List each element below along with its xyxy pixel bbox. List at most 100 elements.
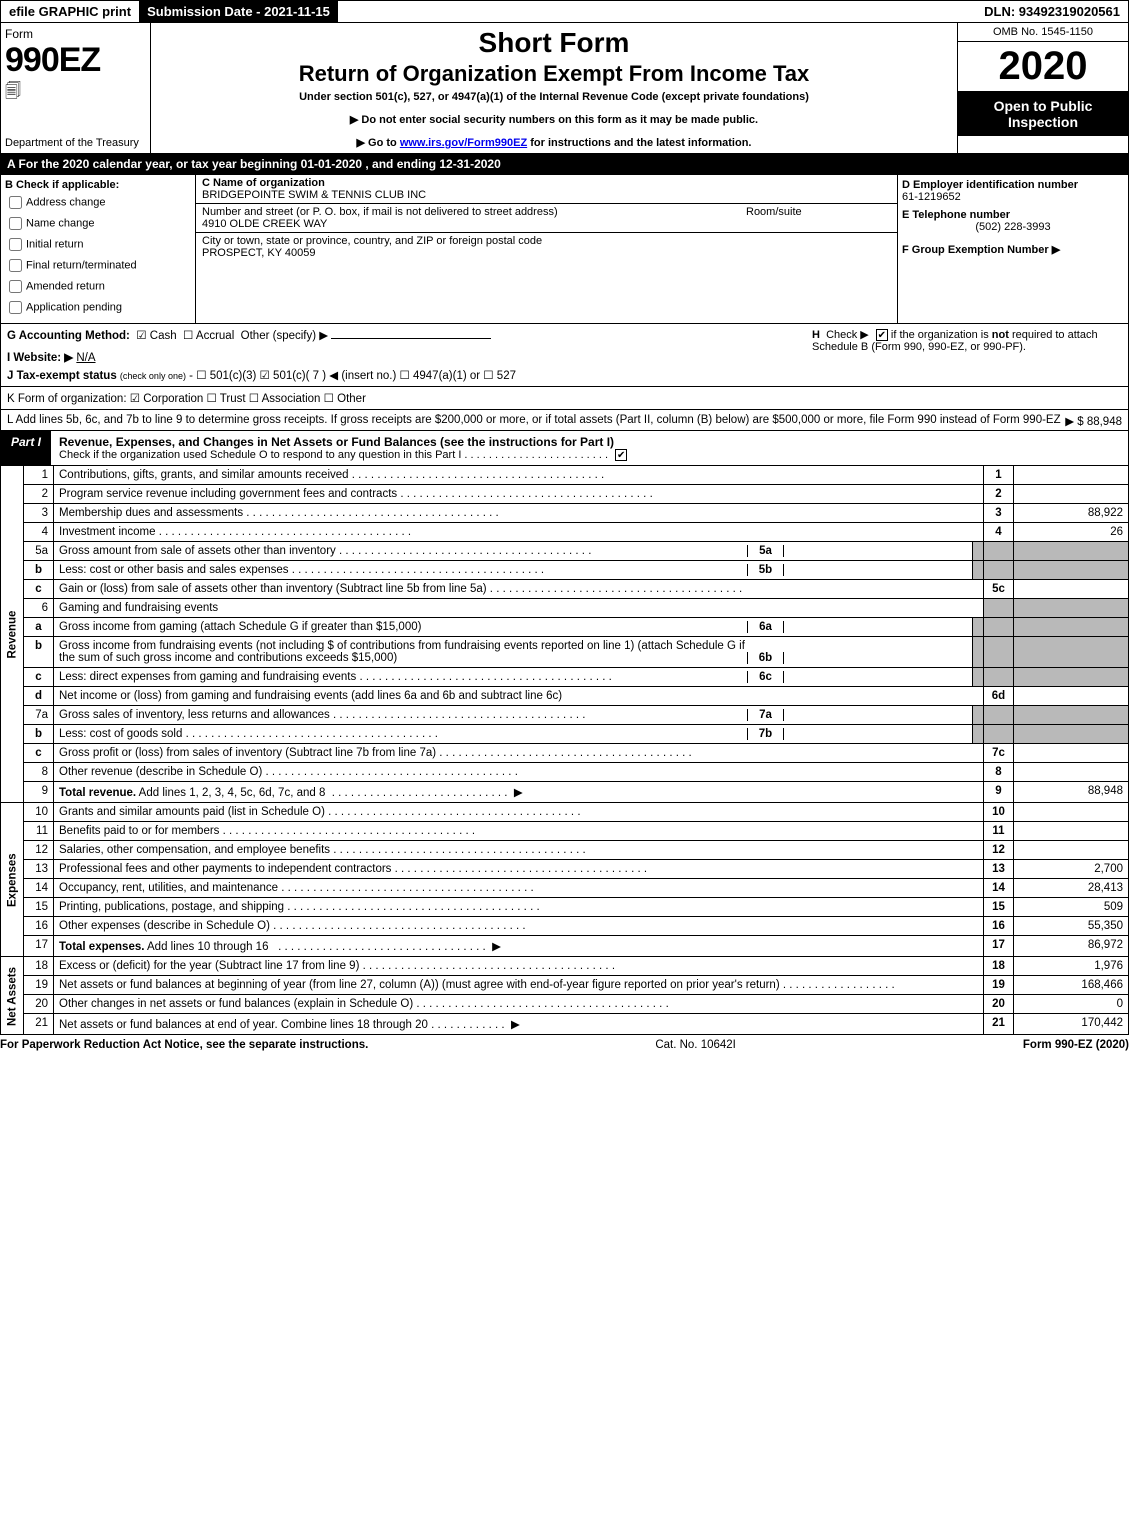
revenue-sidelabel: Revenue — [1, 466, 24, 803]
return-title: Return of Organization Exempt From Incom… — [159, 61, 949, 87]
department-label: Department of the Treasury — [5, 137, 139, 149]
line-box: 5c — [984, 580, 1014, 599]
line-amt: 55,350 — [1014, 917, 1129, 936]
omb-number: OMB No. 1545-1150 — [958, 23, 1128, 42]
line-num: 12 — [24, 841, 54, 860]
line-desc: Professional fees and other payments to … — [59, 863, 978, 875]
line-amt: 28,413 — [1014, 879, 1129, 898]
line-amt: 88,948 — [1014, 782, 1129, 803]
sub-box: 6c — [748, 671, 784, 683]
row-l-text: L Add lines 5b, 6c, and 7b to line 9 to … — [7, 414, 1061, 426]
line-desc: Other revenue (describe in Schedule O) — [59, 766, 978, 778]
cb-application-pending[interactable]: Application pending — [5, 298, 191, 317]
line-amt: 509 — [1014, 898, 1129, 917]
accrual-option: Accrual — [196, 330, 234, 342]
line-desc: Benefits paid to or for members — [59, 825, 978, 837]
efile-label: efile GRAPHIC print — [1, 1, 139, 22]
netassets-sidelabel: Net Assets — [1, 957, 24, 1035]
tax-year: 2020 — [958, 42, 1128, 92]
cb-address-change[interactable]: Address change — [5, 193, 191, 212]
row-g-h: G Accounting Method: ☑ Cash ☐ Accrual Ot… — [0, 324, 1129, 387]
line-box: 4 — [984, 523, 1014, 542]
tel-label: E Telephone number — [902, 209, 1124, 221]
line-desc: Less: cost or other basis and sales expe… — [59, 564, 747, 576]
line-box: 16 — [984, 917, 1014, 936]
short-form-title: Short Form — [159, 27, 949, 59]
website-value: N/A — [76, 352, 95, 364]
irs-link[interactable]: www.irs.gov/Form990EZ — [400, 137, 527, 149]
cb-initial-return[interactable]: Initial return — [5, 235, 191, 254]
city-label: City or town, state or province, country… — [202, 235, 891, 247]
line-box: 17 — [984, 936, 1014, 957]
line-sub: a — [24, 618, 54, 637]
line-num: 21 — [24, 1014, 54, 1035]
line-box: 21 — [984, 1014, 1014, 1035]
line-sub: b — [24, 561, 54, 580]
sub-box: 7b — [748, 728, 784, 740]
line-sub: d — [24, 687, 54, 706]
line-amt — [1014, 580, 1129, 599]
period-bar: A For the 2020 calendar year, or tax yea… — [0, 154, 1129, 175]
line-amt: 86,972 — [1014, 936, 1129, 957]
footer-right: Form 990-EZ (2020) — [1023, 1039, 1129, 1051]
dln: DLN: 93492319020561 — [976, 1, 1128, 22]
line-desc: Gain or (loss) from sale of assets other… — [59, 583, 978, 595]
line-num: 4 — [24, 523, 54, 542]
goto-note: ▶ Go to www.irs.gov/Form990EZ for instru… — [159, 136, 949, 149]
part-1-bar: Part I Revenue, Expenses, and Changes in… — [0, 431, 1129, 466]
line-num: 18 — [24, 957, 54, 976]
line-desc: Gross amount from sale of assets other t… — [59, 545, 747, 557]
line-desc: Other changes in net assets or fund bala… — [59, 998, 978, 1010]
line-num: 9 — [24, 782, 54, 803]
schedule-b-checkbox[interactable] — [876, 329, 888, 341]
line-num: 19 — [24, 976, 54, 995]
line-sub: c — [24, 744, 54, 763]
line-num: 14 — [24, 879, 54, 898]
line-desc: Grants and similar amounts paid (list in… — [59, 806, 978, 818]
line-desc: Gaming and fundraising events — [54, 599, 984, 618]
cb-name-change[interactable]: Name change — [5, 214, 191, 233]
cash-option: Cash — [150, 330, 177, 342]
line-amt — [1014, 841, 1129, 860]
line-amt: 170,442 — [1014, 1014, 1129, 1035]
row-l: L Add lines 5b, 6c, and 7b to line 9 to … — [0, 410, 1129, 431]
cb-final-return[interactable]: Final return/terminated — [5, 256, 191, 275]
footer-left: For Paperwork Reduction Act Notice, see … — [0, 1039, 368, 1051]
row-j: J Tax-exempt status (check only one) - ☐… — [7, 368, 1122, 382]
part-1-table: Revenue 1 Contributions, gifts, grants, … — [0, 466, 1129, 1035]
line-num: 3 — [24, 504, 54, 523]
line-amt — [1014, 744, 1129, 763]
line-desc: Program service revenue including govern… — [59, 488, 978, 500]
line-desc: Gross sales of inventory, less returns a… — [59, 709, 747, 721]
part-1-title: Revenue, Expenses, and Changes in Net As… — [51, 431, 1128, 465]
line-sub: b — [24, 725, 54, 744]
line-desc: Gross income from gaming (attach Schedul… — [59, 621, 747, 633]
ein-label: D Employer identification number — [902, 179, 1124, 191]
line-amt — [1014, 822, 1129, 841]
line-box: 20 — [984, 995, 1014, 1014]
line-amt: 2,700 — [1014, 860, 1129, 879]
sub-box: 5a — [748, 545, 784, 557]
line-box: 3 — [984, 504, 1014, 523]
other-option: Other (specify) ▶ — [241, 330, 328, 342]
schedule-o-checkbox[interactable] — [615, 449, 627, 461]
org-name-label: C Name of organization — [202, 177, 891, 189]
box-c: C Name of organization BRIDGEPOINTE SWIM… — [196, 175, 898, 323]
website-label: I Website: ▶ — [7, 352, 73, 364]
row-h: H Check ▶ if the organization is not req… — [812, 328, 1122, 353]
line-desc: Printing, publications, postage, and shi… — [59, 901, 978, 913]
info-grid: B Check if applicable: Address change Na… — [0, 175, 1129, 324]
line-desc: Membership dues and assessments — [59, 507, 978, 519]
under-section: Under section 501(c), 527, or 4947(a)(1)… — [159, 91, 949, 103]
line-desc: Contributions, gifts, grants, and simila… — [59, 469, 978, 481]
line-desc: Net assets or fund balances at beginning… — [59, 979, 780, 991]
line-desc: Less: cost of goods sold — [59, 728, 747, 740]
cb-amended-return[interactable]: Amended return — [5, 277, 191, 296]
line-num: 13 — [24, 860, 54, 879]
line-sub: b — [24, 637, 54, 668]
line-amt: 0 — [1014, 995, 1129, 1014]
line-num: 5a — [24, 542, 54, 561]
box-b: B Check if applicable: Address change Na… — [1, 175, 196, 323]
line-num: 17 — [24, 936, 54, 957]
line-amt: 1,976 — [1014, 957, 1129, 976]
